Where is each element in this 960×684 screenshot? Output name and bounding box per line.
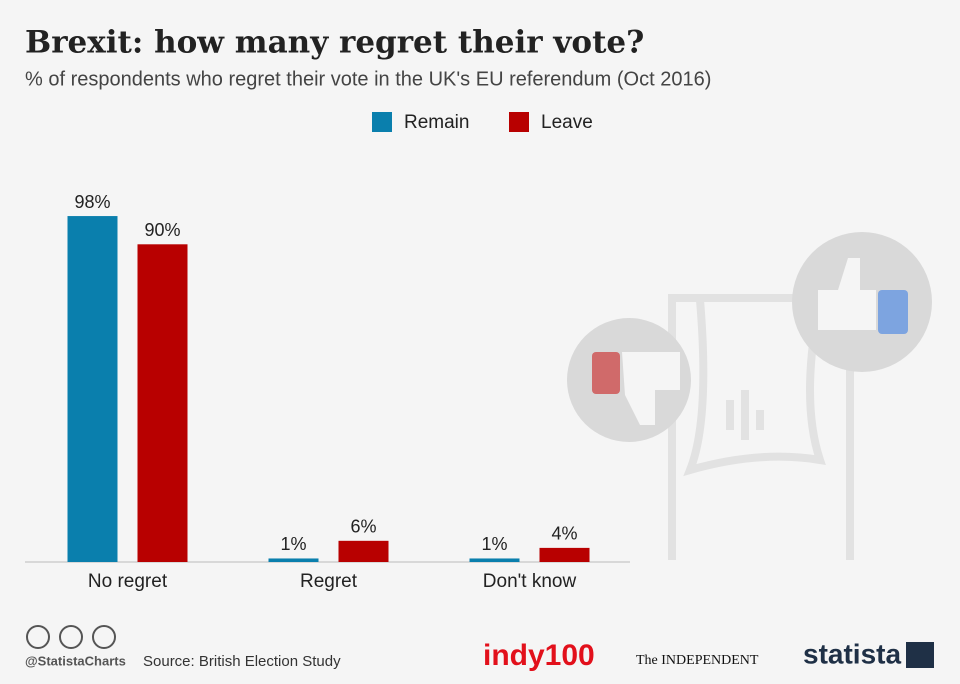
value-label: 4% — [551, 524, 577, 544]
legend-swatch — [372, 112, 392, 132]
handle: @StatistaCharts — [25, 653, 126, 668]
x-tick-label: Regret — [300, 571, 358, 592]
chart-subtitle: % of respondents who regret their vote i… — [25, 68, 711, 90]
logo-indy100: indy100 — [483, 639, 595, 672]
bar — [338, 540, 389, 562]
cc-icons — [26, 625, 116, 649]
logo-mark — [906, 642, 934, 668]
logo-statista: statista — [803, 638, 901, 669]
source: Source: British Election Study — [143, 653, 341, 670]
legend-label: Remain — [404, 112, 469, 133]
value-label: 90% — [144, 220, 180, 240]
bar — [268, 558, 319, 562]
value-label: 98% — [74, 192, 110, 212]
x-tick-label: No regret — [88, 571, 168, 592]
illustration — [567, 232, 932, 560]
value-label: 1% — [481, 534, 507, 554]
x-tick-label: Don't know — [483, 571, 577, 592]
bar — [469, 558, 520, 562]
logo-independent: The INDEPENDENT — [636, 653, 759, 668]
bar — [67, 216, 118, 562]
bar — [137, 244, 188, 563]
value-label: 1% — [280, 534, 306, 554]
chart-title: Brexit: how many regret their vote? — [25, 25, 644, 61]
bar — [539, 547, 590, 562]
legend-label: Leave — [541, 112, 593, 133]
legend: Remain Leave — [372, 112, 593, 133]
value-label: 6% — [350, 517, 376, 537]
legend-swatch — [509, 112, 529, 132]
